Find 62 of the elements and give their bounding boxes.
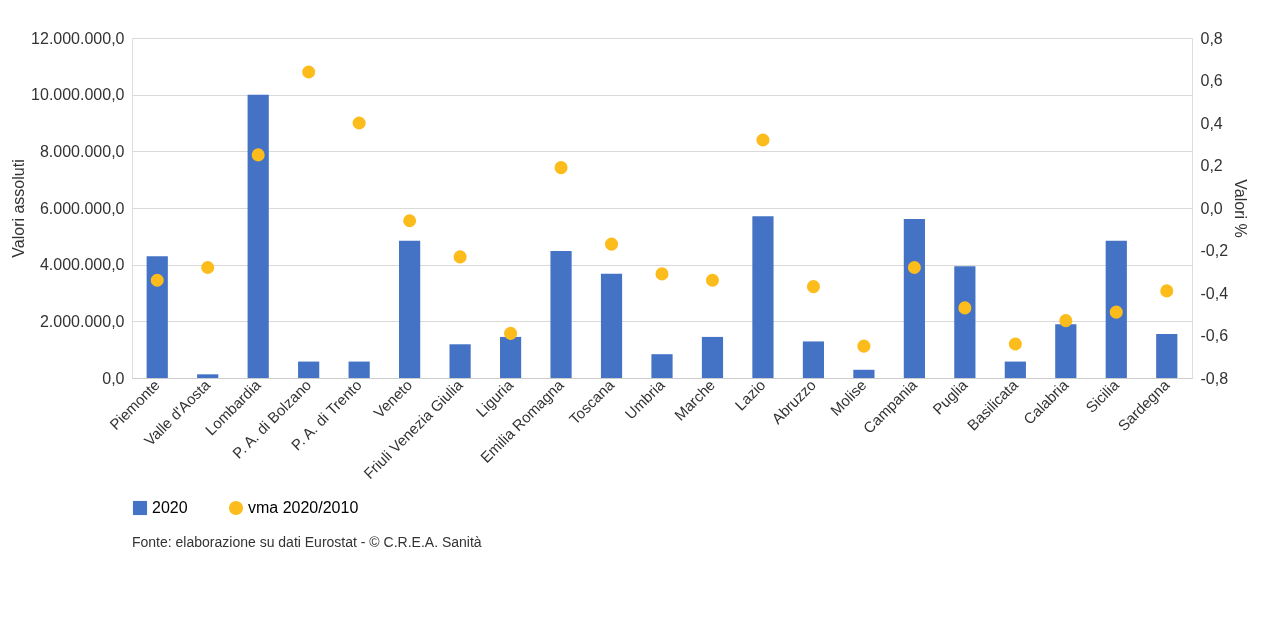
point: [302, 65, 316, 79]
bar: [550, 251, 572, 378]
bar: [651, 354, 673, 378]
point: [857, 339, 871, 353]
point: [554, 161, 568, 175]
bar: [1105, 240, 1127, 378]
bar: [1055, 324, 1077, 378]
y-tick-label: 12.000.000,0: [31, 29, 125, 47]
bar: [752, 216, 774, 378]
point: [705, 273, 719, 287]
bar: [1004, 361, 1026, 378]
point: [352, 116, 366, 130]
point: [1160, 284, 1174, 298]
point: [251, 148, 265, 162]
point: [958, 301, 972, 315]
y2-tick-label: -0,6: [1200, 327, 1229, 344]
y2-tick-label: 0,8: [1200, 29, 1223, 47]
y2-tick-label: -0,4: [1200, 284, 1229, 302]
bar: [298, 361, 320, 378]
source-note: Fonte: elaborazione su dati Eurostat - © C.R.E.A. Sanità: [132, 534, 482, 550]
y-tick-label: 8.000.000,0: [39, 142, 125, 160]
bar: [853, 369, 875, 378]
y-axis-title: Valori assoluti: [10, 159, 28, 258]
point: [504, 326, 518, 340]
bar: [399, 240, 421, 378]
point: [806, 280, 820, 294]
y2-tick-label: 0,6: [1200, 72, 1223, 89]
bar: [499, 336, 522, 378]
point: [655, 267, 669, 281]
point: [201, 260, 215, 275]
point: [1059, 314, 1073, 328]
y2-axis-title: Valori %: [1232, 179, 1250, 238]
bar: [348, 361, 370, 378]
bar: [247, 94, 269, 378]
y-tick-label: 4.000.000,0: [39, 256, 125, 274]
bar: [701, 336, 724, 378]
y2-tick-label: 0,0: [1200, 199, 1223, 217]
point: [1109, 305, 1123, 319]
legend-label: vma 2020/2010: [248, 499, 359, 516]
point: [403, 214, 417, 228]
point: [150, 273, 164, 287]
legend-label: 2020: [152, 499, 188, 516]
y-tick-label: 10.000.000,0: [31, 86, 125, 104]
y-tick-label: 6.000.000,0: [39, 199, 125, 217]
bar: [146, 256, 168, 378]
y2-tick-label: -0,2: [1200, 242, 1229, 259]
bar: [449, 344, 471, 378]
bar: [1156, 334, 1178, 378]
point: [453, 250, 467, 264]
bar: [600, 273, 623, 378]
point: [605, 237, 619, 251]
point: [907, 260, 921, 275]
y2-tick-label: -0,8: [1200, 369, 1229, 387]
y2-tick-label: 0,2: [1200, 157, 1223, 174]
bar: [802, 341, 825, 378]
point: [756, 133, 770, 147]
y-tick-label: 2.000.000,0: [39, 312, 125, 330]
point: [1008, 337, 1022, 351]
y2-tick-label: 0,4: [1200, 114, 1223, 132]
bar: [197, 374, 219, 378]
bar: [954, 266, 976, 378]
bar: [903, 219, 925, 378]
